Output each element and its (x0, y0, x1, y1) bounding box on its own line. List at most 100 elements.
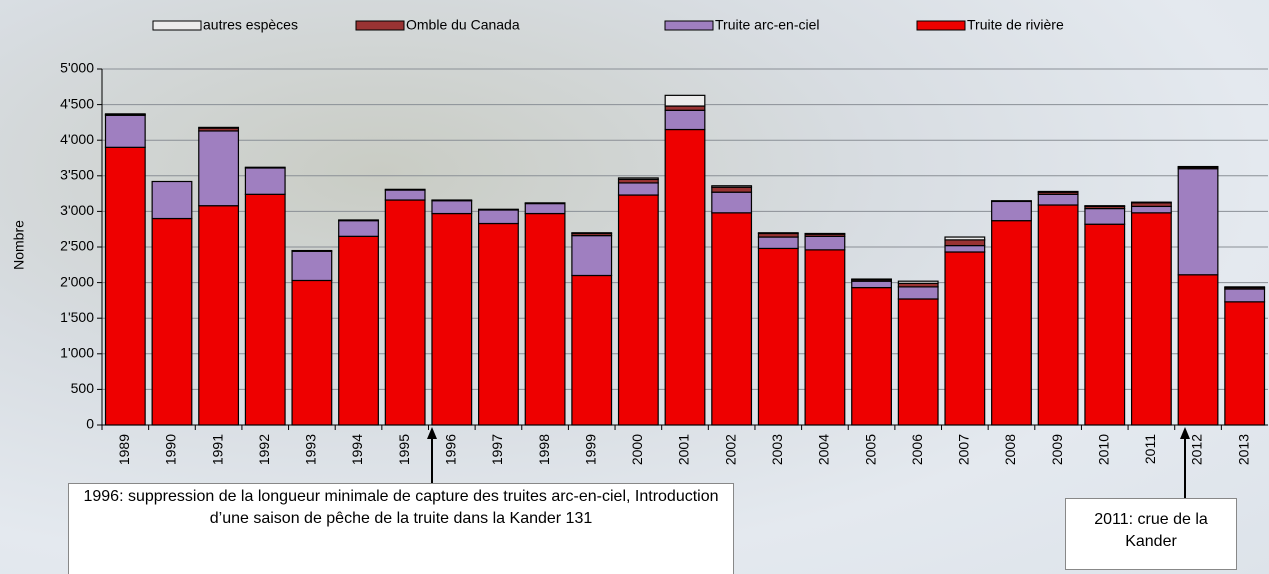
bar-segment (524, 212, 566, 426)
x-tick-label: 2002 (722, 434, 738, 465)
y-tick-label: 4'000 (60, 131, 94, 147)
legend-label: autres espèces (203, 17, 298, 33)
bar-segment (617, 182, 659, 196)
bar-segment (991, 200, 1032, 222)
x-tick-label: 1991 (209, 434, 225, 465)
legend-swatch (664, 20, 714, 31)
bar-segment (944, 236, 986, 241)
y-tick-label: 500 (71, 380, 95, 396)
x-tick-label: 2006 (909, 434, 925, 465)
bar-segment (291, 249, 333, 252)
bar-segment (104, 146, 146, 426)
bar-segment (478, 209, 519, 225)
x-tick-label: 1992 (256, 434, 272, 465)
legend-swatch (355, 20, 405, 31)
x-tick-label: 2010 (1095, 434, 1111, 465)
bar-segment (851, 278, 892, 281)
bar-segment (291, 279, 333, 426)
x-tick-label: 1998 (536, 434, 552, 465)
bar-segment (151, 180, 193, 220)
bar-segment (1037, 204, 1079, 426)
bar-segment (664, 105, 706, 111)
y-tick-label: 2'000 (60, 273, 94, 289)
x-tick-label: 1999 (582, 434, 598, 465)
bar-segment (1037, 190, 1079, 193)
bar-segment (478, 208, 519, 211)
bar-segment (244, 166, 286, 169)
x-tick-label: 2003 (769, 434, 785, 465)
bar-segment (1224, 286, 1266, 289)
bar-segment (431, 200, 473, 215)
bar-segment (851, 280, 892, 289)
bar-segment (431, 199, 473, 202)
bar-segment (384, 199, 426, 426)
bar-segment (1224, 288, 1266, 303)
bar-segment (524, 202, 566, 205)
bar-segment (664, 94, 706, 107)
bar-segment (711, 191, 753, 214)
y-axis-label: Nombre (11, 220, 27, 270)
x-tick-label: 1994 (349, 434, 365, 465)
x-tick-label: 2011 (1142, 434, 1158, 464)
bar-segment (478, 222, 519, 426)
bar-segment (757, 247, 799, 426)
y-tick-label: 2'500 (60, 238, 94, 254)
bar-segment (1130, 212, 1172, 426)
bar-segment (291, 250, 333, 282)
bar-segment (757, 236, 799, 250)
bar-segment (571, 232, 613, 235)
bar-segment (244, 167, 286, 195)
bar-segment (1084, 205, 1126, 208)
bar-segment (944, 239, 986, 247)
bar-segment (711, 185, 753, 188)
bar-segment (1130, 201, 1172, 204)
bar-segment (664, 109, 706, 131)
bar-segment (431, 212, 473, 426)
bar-segment (1177, 168, 1219, 276)
bar-segment (617, 177, 659, 180)
y-tick-label: 3'500 (60, 167, 94, 183)
bar-segment (991, 220, 1032, 426)
bar-segment (617, 194, 659, 426)
legend-label: Truite de rivière (967, 17, 1064, 33)
bar-segment (104, 114, 146, 148)
x-tick-label: 2008 (1002, 434, 1018, 465)
x-tick-label: 1997 (489, 434, 505, 465)
y-tick-label: 0 (86, 416, 94, 432)
legend-label: Omble du Canada (406, 17, 520, 33)
x-tick-label: 2012 (1189, 434, 1205, 465)
bar-segment (198, 205, 240, 426)
bar-segment (1177, 274, 1219, 426)
legend-label: Truite arc-en-ciel (715, 17, 820, 33)
bar-segment (991, 200, 1032, 203)
bar-segment (384, 189, 426, 201)
bar-segment (571, 235, 613, 277)
bar-segment (757, 232, 799, 235)
bar-segment (1037, 193, 1079, 206)
bar-segment (804, 249, 846, 426)
x-tick-label: 1993 (303, 434, 319, 465)
x-tick-label: 2004 (816, 434, 832, 465)
bar-segment (944, 244, 986, 253)
annotation: 1996: suppression de la longueur minimal… (68, 483, 734, 574)
bar-segment (524, 202, 566, 215)
y-tick-label: 3'000 (60, 202, 94, 218)
bar-segment (711, 186, 753, 193)
bar-segment (104, 113, 146, 116)
legend-swatch (152, 20, 202, 31)
x-tick-label: 2009 (1049, 434, 1065, 465)
bar-segment (944, 251, 986, 426)
bar-segment (711, 212, 753, 426)
bar-segment (338, 220, 379, 237)
y-tick-label: 1'500 (60, 309, 94, 325)
y-tick-label: 5'000 (60, 60, 94, 76)
y-tick-label: 1'000 (60, 345, 94, 361)
bar-segment (1130, 205, 1172, 214)
bar-segment (198, 130, 240, 207)
bar-segment (897, 286, 939, 300)
x-tick-label: 2001 (676, 434, 692, 465)
bar-segment (664, 128, 706, 426)
x-tick-label: 1990 (163, 434, 179, 465)
bar-segment (338, 235, 379, 426)
